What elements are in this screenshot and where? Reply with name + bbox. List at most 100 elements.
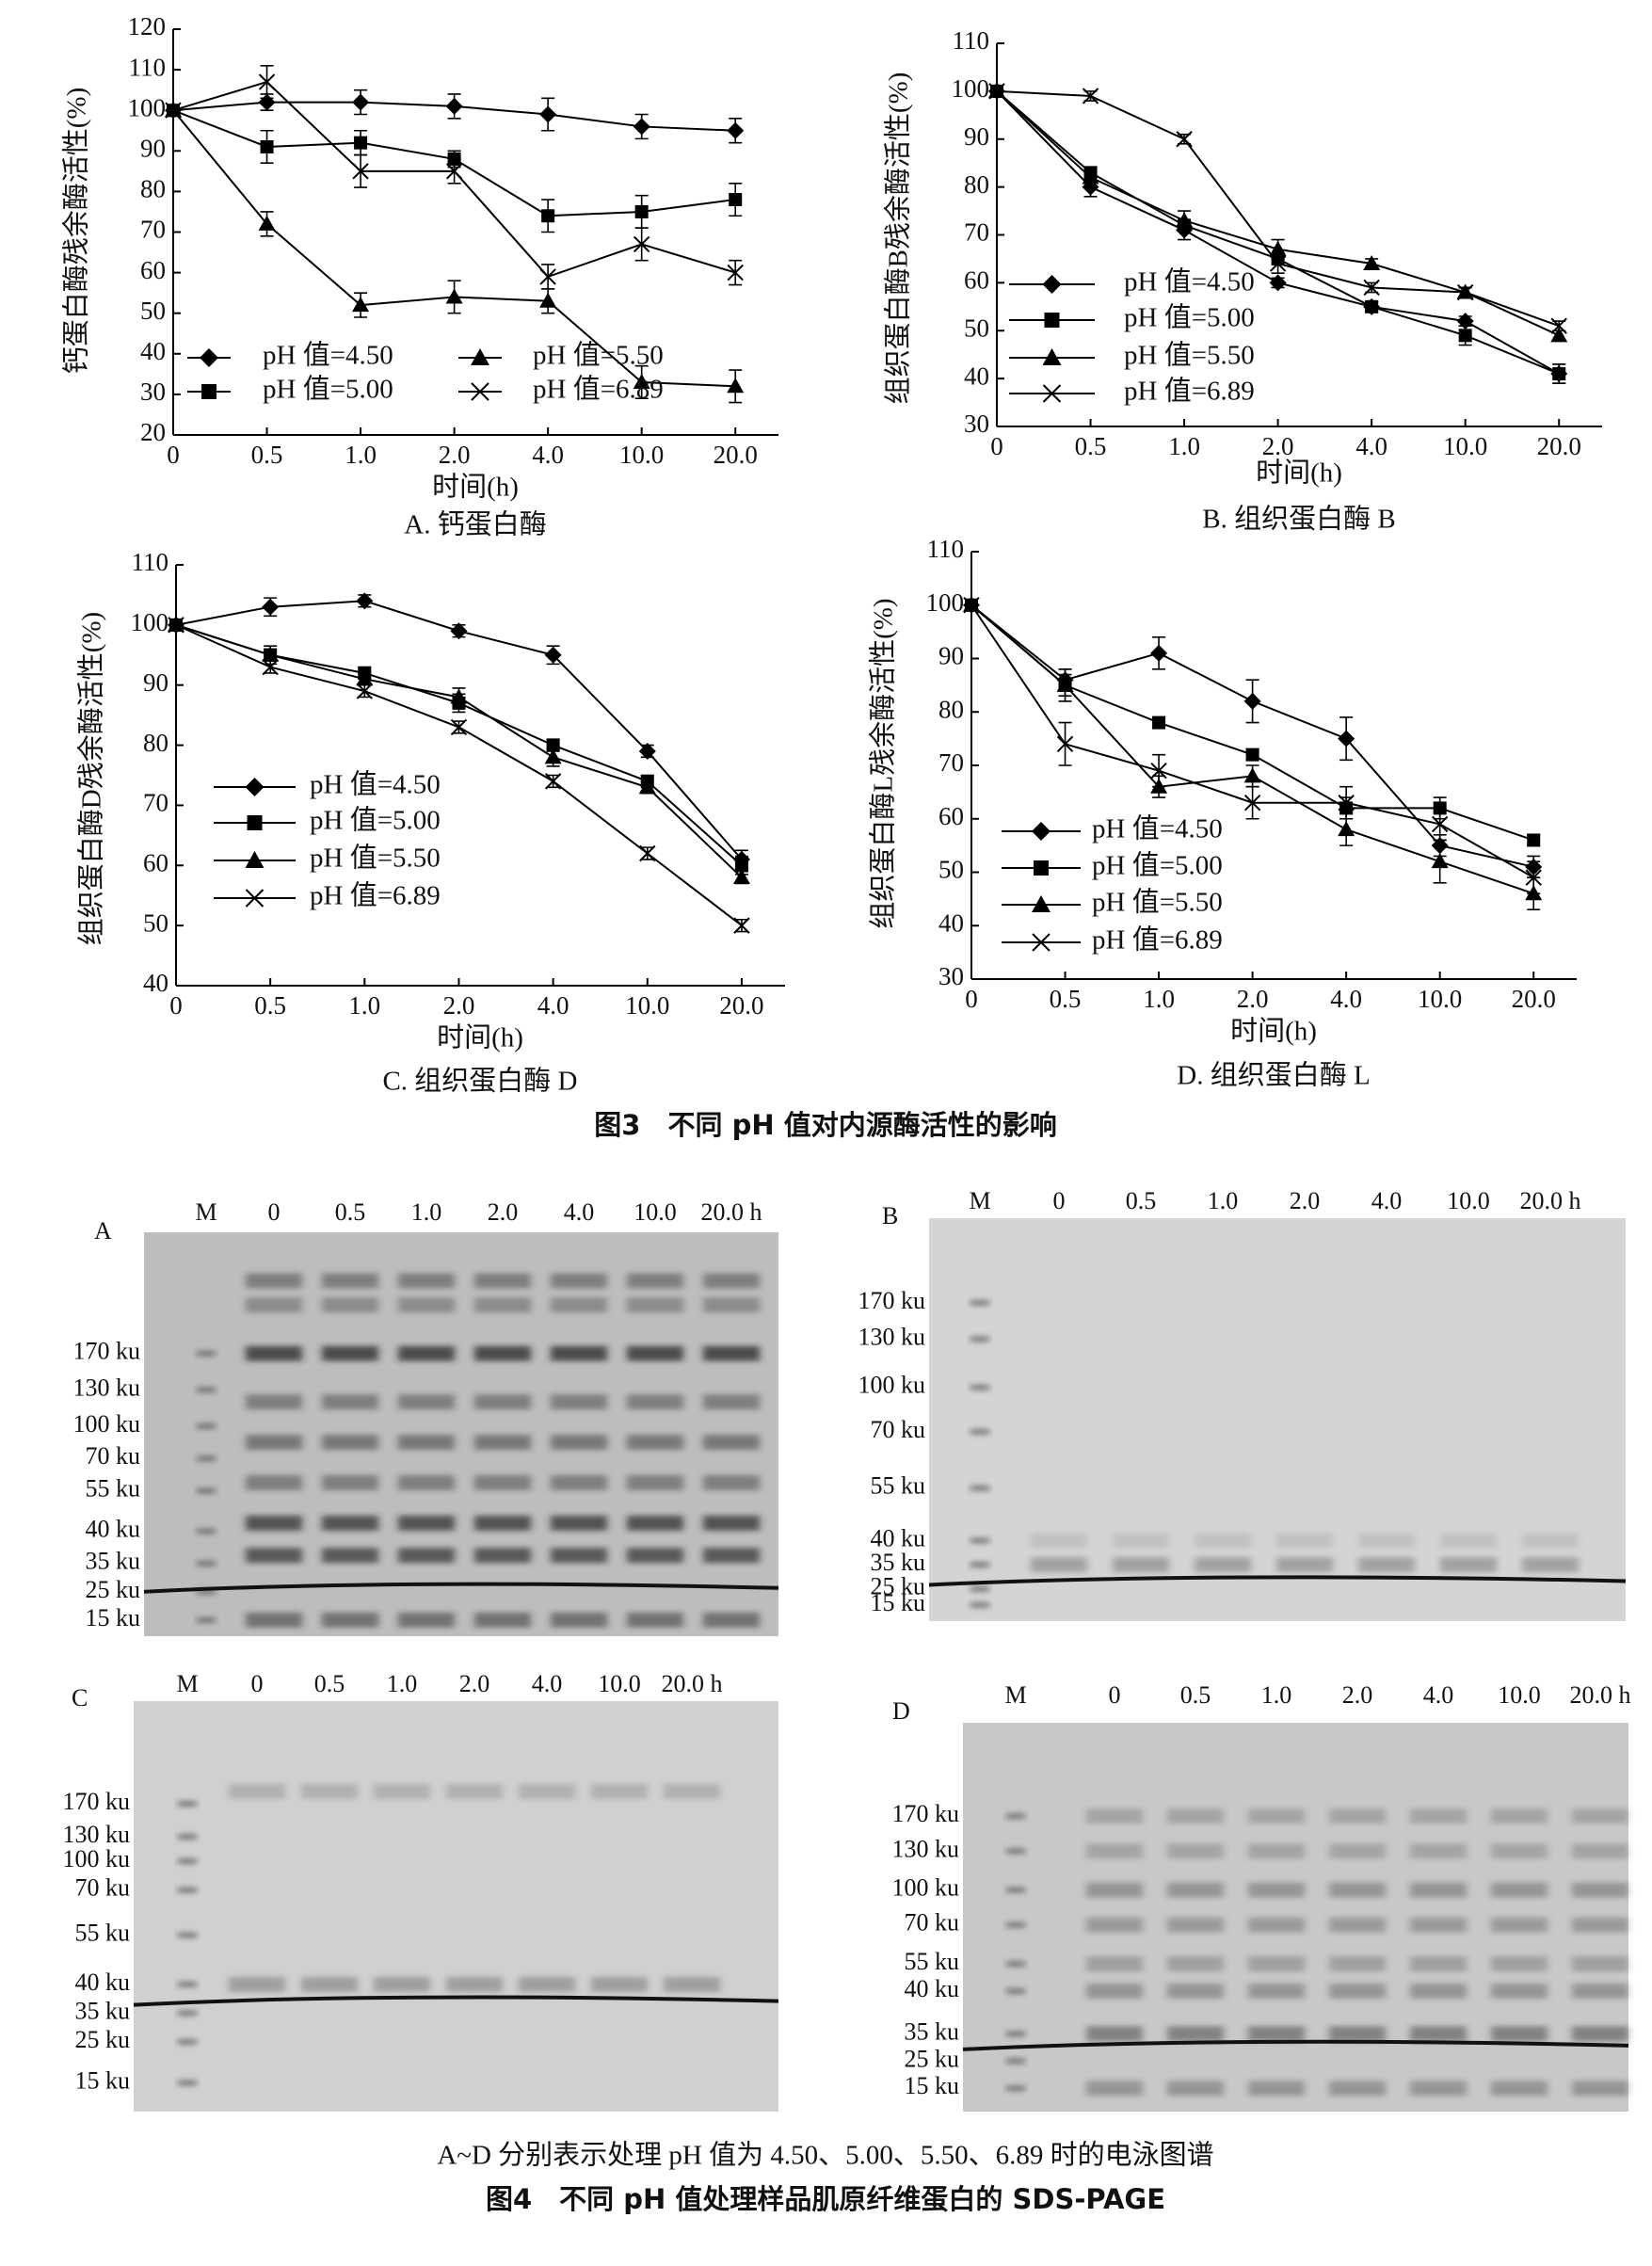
protein-band [474, 1515, 531, 1531]
size-marker-label: 15 ku [86, 1604, 141, 1631]
protein-band [1329, 1956, 1386, 1972]
size-marker-label: 70 ku [75, 1874, 131, 1902]
protein-band [1086, 1917, 1143, 1933]
legend-label: pH 值=5.50 [1092, 887, 1223, 918]
y-tick-label: 100 [952, 74, 990, 103]
protein-band [703, 1345, 760, 1361]
marker-band [178, 1833, 197, 1840]
marker-band [178, 1801, 197, 1807]
marker-x [1082, 88, 1099, 104]
protein-band [664, 1976, 720, 1992]
protein-band [1167, 1956, 1224, 1972]
marker-triangle [539, 292, 557, 308]
y-tick-label: 80 [140, 175, 166, 203]
legend-marker [1044, 313, 1060, 328]
marker-square [734, 859, 748, 873]
y-tick-label: 60 [143, 848, 168, 876]
chart: 30 40 50 60 70 80 90 100 110 0 0.5 1.0 2.0 4.0 10.0 20.… [868, 535, 1577, 1091]
protein-band [551, 1297, 607, 1313]
marker-diamond [727, 121, 745, 139]
protein-band [627, 1273, 683, 1289]
marker-x [988, 83, 1005, 100]
marker-square [354, 136, 368, 150]
gel-image [963, 1723, 1628, 2112]
gel-letter: C [72, 1684, 88, 1712]
y-tick-label: 80 [964, 170, 989, 199]
marker-band [970, 1601, 989, 1608]
protein-band [246, 1474, 302, 1490]
x-tick-label: 10.0 [625, 991, 669, 1020]
lane-label: M [176, 1670, 198, 1697]
y-tick-label: 40 [140, 337, 166, 365]
protein-band [246, 1435, 302, 1451]
protein-band [1572, 1956, 1628, 1972]
protein-band [1167, 1843, 1224, 1859]
x-tick-label: 10.0 [619, 441, 664, 469]
lane-label: 4.0 [564, 1198, 595, 1226]
marker-square [729, 193, 743, 207]
gel-panel: M 0 0.5 1.0 2.0 4.0 10.0 20.0 h B 170 ku 130 ku 100… [858, 1187, 1627, 1621]
lane-label: 20.0 h [1520, 1187, 1581, 1214]
protein-band [1491, 1808, 1548, 1824]
size-marker-label: 35 ku [86, 1548, 141, 1575]
protein-band [627, 1612, 683, 1628]
protein-band [322, 1297, 378, 1313]
protein-band [1031, 1533, 1087, 1549]
protein-band [446, 1976, 503, 1992]
marker-band [970, 1485, 989, 1491]
y-tick-label: 90 [964, 122, 989, 151]
size-marker-label: 100 ku [858, 1372, 926, 1399]
size-marker-label: 40 ku [905, 1975, 960, 2002]
protein-band [1329, 1917, 1386, 1933]
lane-label: 20.0 h [701, 1198, 762, 1226]
legend-label: pH 值=5.00 [1092, 850, 1223, 881]
protein-band [1276, 1557, 1333, 1573]
protein-band [1410, 2081, 1467, 2097]
y-tick-label: 70 [140, 216, 166, 244]
protein-band [627, 1474, 683, 1490]
y-tick-label: 20 [140, 418, 166, 446]
x-tick-label: 0.5 [1050, 985, 1082, 1013]
marker-band [1006, 2031, 1025, 2037]
protein-band [1410, 1843, 1467, 1859]
protein-band [1086, 2026, 1143, 2042]
y-tick-label: 110 [132, 548, 169, 576]
chart-title: D. 组织蛋白酶 L [1177, 1060, 1370, 1091]
protein-band [398, 1548, 455, 1564]
lane-label: 0.5 [1126, 1187, 1157, 1214]
protein-band [322, 1345, 378, 1361]
y-tick-label: 110 [129, 53, 167, 81]
marker-square [1245, 747, 1259, 762]
size-marker-label: 55 ku [871, 1472, 926, 1500]
x-axis-label: 时间(h) [432, 472, 519, 503]
size-marker-label: 15 ku [905, 2072, 960, 2099]
gel-panel: M 0 0.5 1.0 2.0 4.0 10.0 20.0 h D 170 ku 130 ku 100… [892, 1681, 1631, 2112]
size-marker-label: 55 ku [905, 1948, 960, 1975]
gel-panel: M 0 0.5 1.0 2.0 4.0 10.0 20.0 h C 170 ku 130 ku100… [63, 1670, 779, 2112]
size-marker-label: 25 ku [86, 1576, 141, 1603]
legend-marker [245, 778, 265, 796]
series-line [970, 604, 1534, 879]
lane-label: 10.0 [1498, 1681, 1541, 1709]
chart-title: C. 组织蛋白酶 D [382, 1066, 577, 1097]
lane-label: 4.0 [1371, 1187, 1403, 1214]
gel-image [144, 1232, 778, 1636]
protein-band [322, 1394, 378, 1410]
protein-band [627, 1435, 683, 1451]
x-axis-label: 时间(h) [1256, 458, 1342, 489]
series-line [996, 90, 1560, 375]
protein-band [1522, 1557, 1579, 1573]
lane-label: 10.0 [598, 1670, 641, 1697]
protein-band [703, 1515, 760, 1531]
marker-square [1152, 715, 1166, 730]
legend-marker [1042, 348, 1062, 365]
protein-band [1491, 2026, 1548, 2042]
lane-label: M [195, 1198, 217, 1226]
protein-band [664, 1783, 720, 1799]
y-axis-label: 组织蛋白酶L残余酶活性(%) [868, 598, 899, 928]
protein-band [627, 1515, 683, 1531]
protein-band [591, 1976, 648, 1992]
protein-band [1410, 1882, 1467, 1898]
x-tick-label: 10.0 [1443, 432, 1487, 460]
legend-label: pH 值=6.89 [310, 880, 441, 911]
